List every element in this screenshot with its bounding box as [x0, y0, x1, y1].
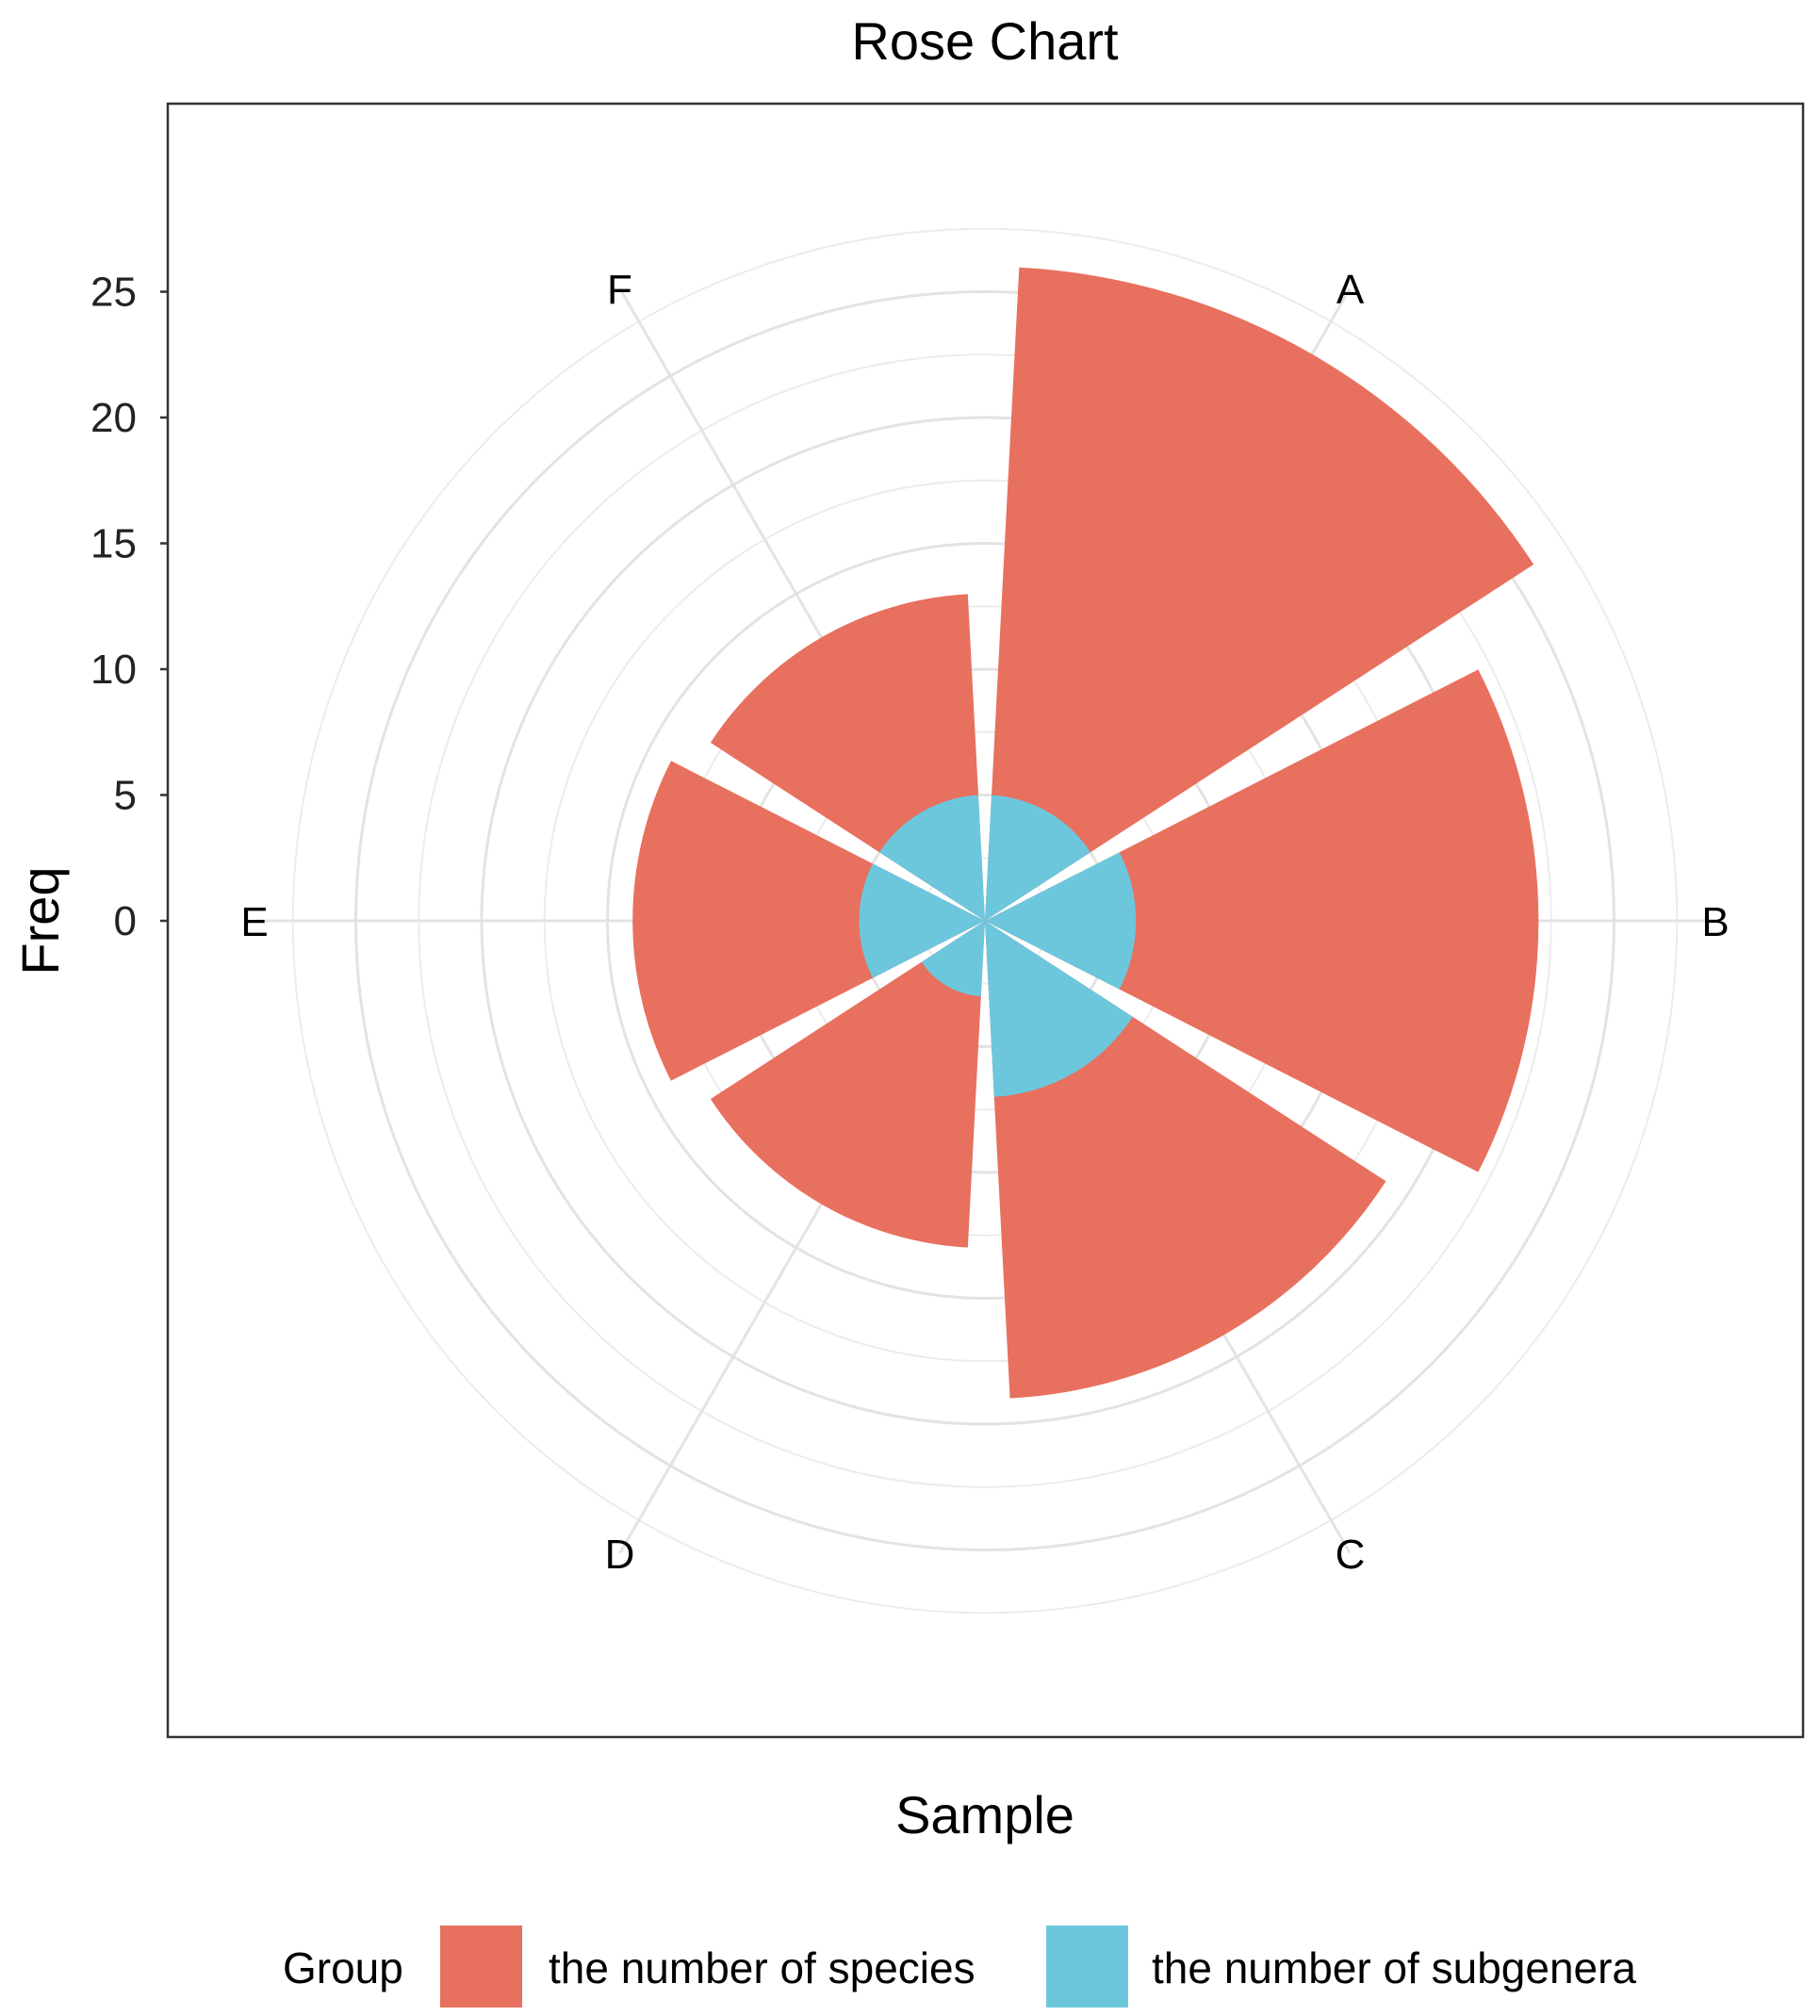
bar-D-series-2	[921, 921, 985, 996]
category-label-B: B	[1701, 899, 1729, 945]
x-axis-title: Sample	[895, 1785, 1074, 1844]
bar-D-series-1	[710, 921, 985, 1248]
category-label-E: E	[240, 899, 268, 945]
legend-key-1	[440, 1926, 522, 2008]
y-tick-label: 20	[90, 395, 137, 441]
y-tick-label: 10	[90, 647, 137, 693]
y-tick-label: 25	[90, 270, 137, 316]
bar-A-series-1	[985, 267, 1534, 921]
bar-B-series-1	[985, 669, 1539, 1172]
category-label-F: F	[607, 267, 632, 313]
legend-key-2	[1046, 1926, 1128, 2008]
bar-E-series-2	[859, 863, 985, 978]
y-tick-label: 15	[90, 521, 137, 567]
category-label-C: C	[1336, 1532, 1366, 1578]
category-labels: A B C D E F	[240, 267, 1729, 1578]
bar-F-series-2	[879, 795, 985, 921]
bar-B-series-2	[985, 852, 1137, 990]
category-label-A: A	[1336, 267, 1365, 313]
legend: Group the number of species the number of…	[283, 1926, 1636, 2008]
category-label-D: D	[605, 1532, 635, 1578]
legend-title: Group	[283, 1943, 403, 1992]
legend-label-1: the number of species	[549, 1943, 976, 1992]
y-tick-label: 5	[114, 773, 137, 819]
bar-E-series-1	[632, 761, 985, 1081]
chart-title: Rose Chart	[851, 11, 1119, 71]
y-axis-title: Freq	[10, 866, 70, 975]
legend-label-2: the number of subgenera	[1152, 1943, 1636, 1992]
rose-bars	[632, 267, 1539, 1399]
y-tick-label: 0	[114, 898, 137, 944]
bar-A-series-2	[985, 795, 1090, 921]
bar-C-series-2	[985, 921, 1133, 1097]
y-axis: 0 5 10 15 20 25	[90, 270, 168, 944]
